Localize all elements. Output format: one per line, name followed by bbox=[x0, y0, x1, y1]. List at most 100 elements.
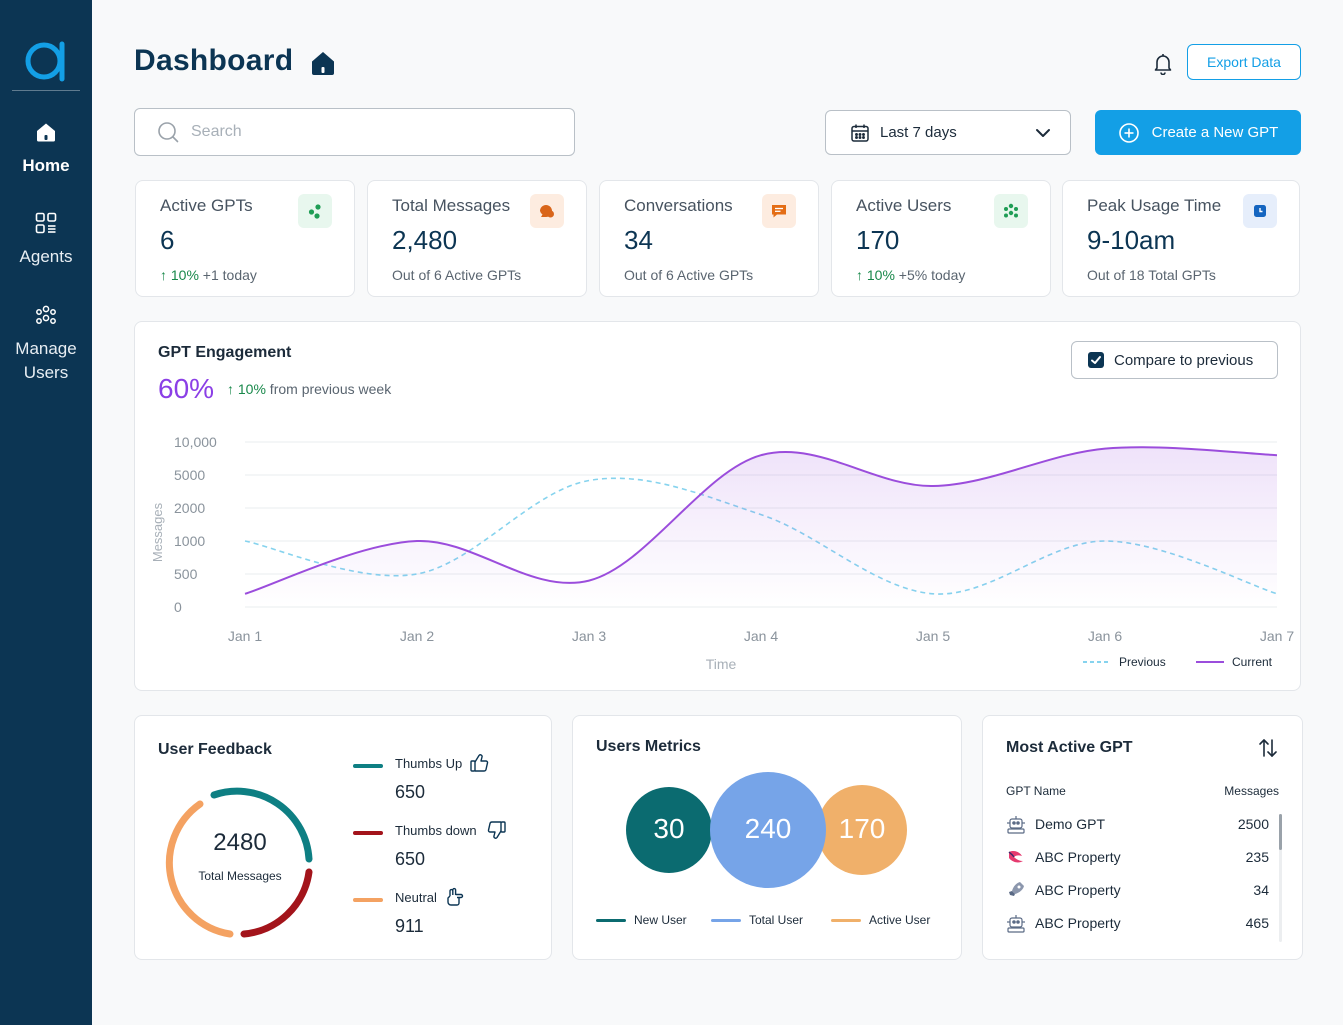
active-gpt-title: Most Active GPT bbox=[1006, 739, 1133, 756]
search-input[interactable] bbox=[191, 123, 551, 141]
feedback-title: User Feedback bbox=[158, 741, 272, 758]
date-range-value: Last 7 days bbox=[880, 124, 957, 141]
feedback-total-label: Total Messages bbox=[198, 869, 282, 883]
most-active-gpt-card: Most Active GPT GPT Name Messages Demo G… bbox=[982, 715, 1303, 960]
thumbs-up-icon bbox=[470, 754, 489, 772]
trend-up-icon: ↑ bbox=[160, 267, 171, 283]
y-axis-label: Messages bbox=[150, 502, 165, 562]
stat-label: Peak Usage Time bbox=[1087, 196, 1222, 215]
stat-card-total-messages: Total Messages 2,480 Out of 6 Active GPT… bbox=[367, 180, 587, 297]
legend-new-user: New User bbox=[596, 913, 687, 927]
search-icon bbox=[158, 122, 179, 143]
sidebar-item-label: Home bbox=[22, 156, 70, 175]
x-axis-label: Time bbox=[706, 656, 737, 672]
gpt-row[interactable]: ABC Property 465 bbox=[1005, 911, 1269, 935]
robot-icon bbox=[1007, 915, 1025, 933]
legend-label: Total User bbox=[749, 913, 804, 927]
people-dots-icon bbox=[994, 194, 1028, 228]
donut-segment-thumbs-up bbox=[210, 787, 313, 863]
gpt-list-scrollbar[interactable] bbox=[1279, 814, 1282, 942]
bubble-active-user-value: 170 bbox=[838, 813, 886, 844]
gpt-messages: 235 bbox=[1245, 849, 1269, 865]
trend-up-icon: ↑ bbox=[856, 267, 867, 283]
stat-sub-text: +5% today bbox=[894, 267, 966, 283]
feedback-label: Thumbs down bbox=[395, 823, 477, 838]
scrollbar-thumb[interactable] bbox=[1279, 814, 1282, 850]
legend-label: Active User bbox=[869, 913, 931, 927]
brand-logo[interactable] bbox=[24, 38, 68, 82]
stat-value: 6 bbox=[160, 225, 175, 255]
legend-label-previous: Previous bbox=[1119, 655, 1166, 669]
bubble-new-user bbox=[626, 787, 712, 873]
stat-card-conversations: Conversations 34 Out of 6 Active GPTs bbox=[599, 180, 819, 297]
robot-icon bbox=[1007, 816, 1025, 834]
engagement-change-value: 10% bbox=[237, 381, 266, 397]
users-metrics-card: Users Metrics 30 240 170 New User Total … bbox=[572, 715, 962, 960]
neutral-hand-icon bbox=[447, 887, 464, 906]
date-range-select[interactable]: Last 7 days bbox=[825, 110, 1071, 155]
compare-label: Compare to previous bbox=[1114, 351, 1254, 369]
bubble-total-user-value: 240 bbox=[744, 813, 792, 844]
legend-label-current: Current bbox=[1232, 655, 1273, 669]
donut-segment-neutral bbox=[165, 800, 234, 938]
sidebar-item-label: Agents bbox=[19, 247, 73, 266]
legend-line bbox=[831, 918, 861, 922]
feedback-label: Neutral bbox=[395, 890, 437, 905]
sidebar-item-agents[interactable]: Agents bbox=[0, 211, 92, 269]
y-tick-label: 0 bbox=[174, 599, 182, 615]
gpt-messages: 465 bbox=[1245, 915, 1269, 931]
stat-value: 170 bbox=[856, 225, 900, 255]
stat-card-active-gpts: Active GPTs 6 ↑ 10% +1 today bbox=[135, 180, 355, 297]
gpt-row[interactable]: ABC Property 34 bbox=[1005, 878, 1269, 902]
x-tick-label: Jan 5 bbox=[916, 628, 950, 644]
clock-icon bbox=[1243, 194, 1277, 228]
plus-circle-icon bbox=[1118, 122, 1139, 143]
feedback-label: Thumbs Up bbox=[395, 756, 463, 771]
export-data-button[interactable]: Export Data bbox=[1187, 44, 1301, 80]
y-tick-label: 500 bbox=[174, 566, 198, 582]
gpt-row[interactable]: ABC Property 235 bbox=[1005, 845, 1269, 869]
stat-change: 10% bbox=[866, 267, 895, 283]
legend-active-user: Active User bbox=[831, 913, 930, 927]
search-box[interactable] bbox=[134, 108, 575, 156]
x-tick-label: Jan 4 bbox=[744, 628, 778, 644]
sidebar: Home Agents Manage Users bbox=[0, 0, 92, 1025]
gpt-name: ABC Property bbox=[1035, 915, 1121, 931]
engagement-title: GPT Engagement bbox=[158, 344, 292, 361]
feedback-value: 650 bbox=[395, 849, 426, 869]
sort-icon[interactable] bbox=[1257, 737, 1279, 759]
x-tick-label: Jan 2 bbox=[400, 628, 434, 644]
compare-previous-checkbox[interactable]: Compare to previous bbox=[1071, 341, 1278, 379]
sidebar-item-manage-users[interactable]: Manage Users bbox=[0, 303, 92, 385]
feedback-donut bbox=[165, 787, 313, 938]
stat-value: 34 bbox=[624, 225, 653, 255]
donut-segment-thumbs-down bbox=[240, 868, 313, 938]
create-gpt-label: Create a New GPT bbox=[1151, 124, 1279, 141]
engagement-card: GPT Engagement 60% ↑ 10% from previous w… bbox=[134, 321, 1301, 691]
feedback-value: 911 bbox=[395, 916, 424, 936]
home-icon bbox=[312, 52, 334, 75]
x-tick-label: Jan 3 bbox=[572, 628, 606, 644]
sidebar-item-label: Manage Users bbox=[15, 339, 77, 382]
rocket-icon bbox=[1009, 882, 1024, 896]
stat-sub-text: +1 today bbox=[198, 267, 257, 283]
series-line-current bbox=[244, 446, 1278, 595]
create-gpt-button[interactable]: Create a New GPT bbox=[1095, 110, 1301, 155]
sidebar-item-home[interactable]: Home bbox=[0, 120, 92, 178]
dots-icon bbox=[298, 194, 332, 228]
gpt-row[interactable]: Demo GPT 2500 bbox=[1005, 812, 1269, 836]
y-tick-label: 5000 bbox=[174, 467, 205, 483]
bell-icon[interactable] bbox=[1151, 51, 1175, 75]
engagement-percent: 60% bbox=[158, 373, 215, 404]
stat-label: Active Users bbox=[856, 196, 952, 215]
chevron-down-icon bbox=[1036, 128, 1050, 137]
trend-up-icon: ↑ bbox=[227, 381, 238, 397]
bubble-active-user bbox=[817, 785, 907, 875]
y-tick-label: 10,000 bbox=[174, 434, 217, 450]
x-tick-label: Jan 6 bbox=[1088, 628, 1122, 644]
bubble-new-user-value: 30 bbox=[653, 813, 685, 844]
stat-label: Active GPTs bbox=[160, 196, 253, 215]
bubble-total-user bbox=[710, 772, 826, 888]
gpt-name: ABC Property bbox=[1035, 882, 1121, 898]
